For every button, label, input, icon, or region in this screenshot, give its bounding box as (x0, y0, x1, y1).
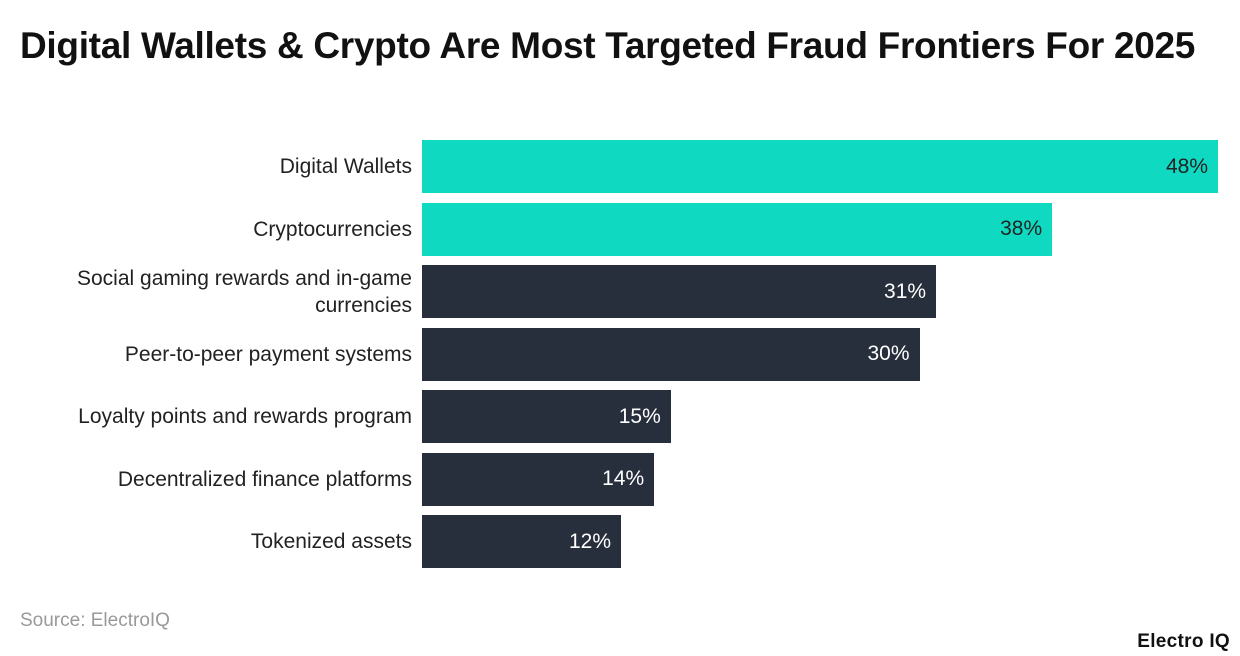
source-note: Source: ElectroIQ (20, 610, 170, 631)
category-label: Decentralized finance platforms (117, 467, 412, 491)
category-label: Cryptocurrencies (253, 217, 412, 241)
category-label: Tokenized assets (250, 530, 412, 553)
value-label: 38% (1000, 217, 1043, 240)
bar-row: Loyalty points and rewards program 15% (0, 390, 1240, 443)
category-label: Digital Wallets (279, 155, 412, 178)
value-label: 30% (867, 342, 910, 365)
category-label: Peer-to-peer payment systems (124, 342, 412, 366)
bar-row: Cryptocurrencies 38% (0, 202, 1240, 256)
value-label: 12% (568, 529, 611, 553)
bar: 31% (422, 265, 937, 318)
category-label: Loyalty points and rewards program (78, 405, 412, 428)
bar: 15% (422, 390, 671, 443)
chart-title: Digital Wallets & Crypto Are Most Target… (20, 25, 1196, 66)
category-label: Social gaming rewards and in-game curren… (76, 266, 412, 317)
bar: 38% (422, 202, 1053, 256)
bar: 30% (422, 327, 920, 381)
bar-row: Social gaming rewards and in-game curren… (0, 265, 1240, 318)
bar-row: Tokenized assets 12% (0, 515, 1240, 568)
bar: 12% (422, 515, 621, 568)
brand-logo: Electro IQ (1137, 631, 1230, 652)
bar-row: Peer-to-peer payment systems 30% (0, 327, 1240, 381)
value-label: 15% (618, 404, 661, 428)
bar: 48% (422, 140, 1218, 193)
bar-row: Digital Wallets 48% (0, 140, 1240, 193)
value-label: 31% (884, 279, 927, 303)
value-label: 48% (1165, 154, 1208, 178)
bar: 14% (422, 452, 655, 506)
value-label: 14% (602, 467, 645, 490)
bar-row: Decentralized finance platforms 14% (0, 452, 1240, 506)
